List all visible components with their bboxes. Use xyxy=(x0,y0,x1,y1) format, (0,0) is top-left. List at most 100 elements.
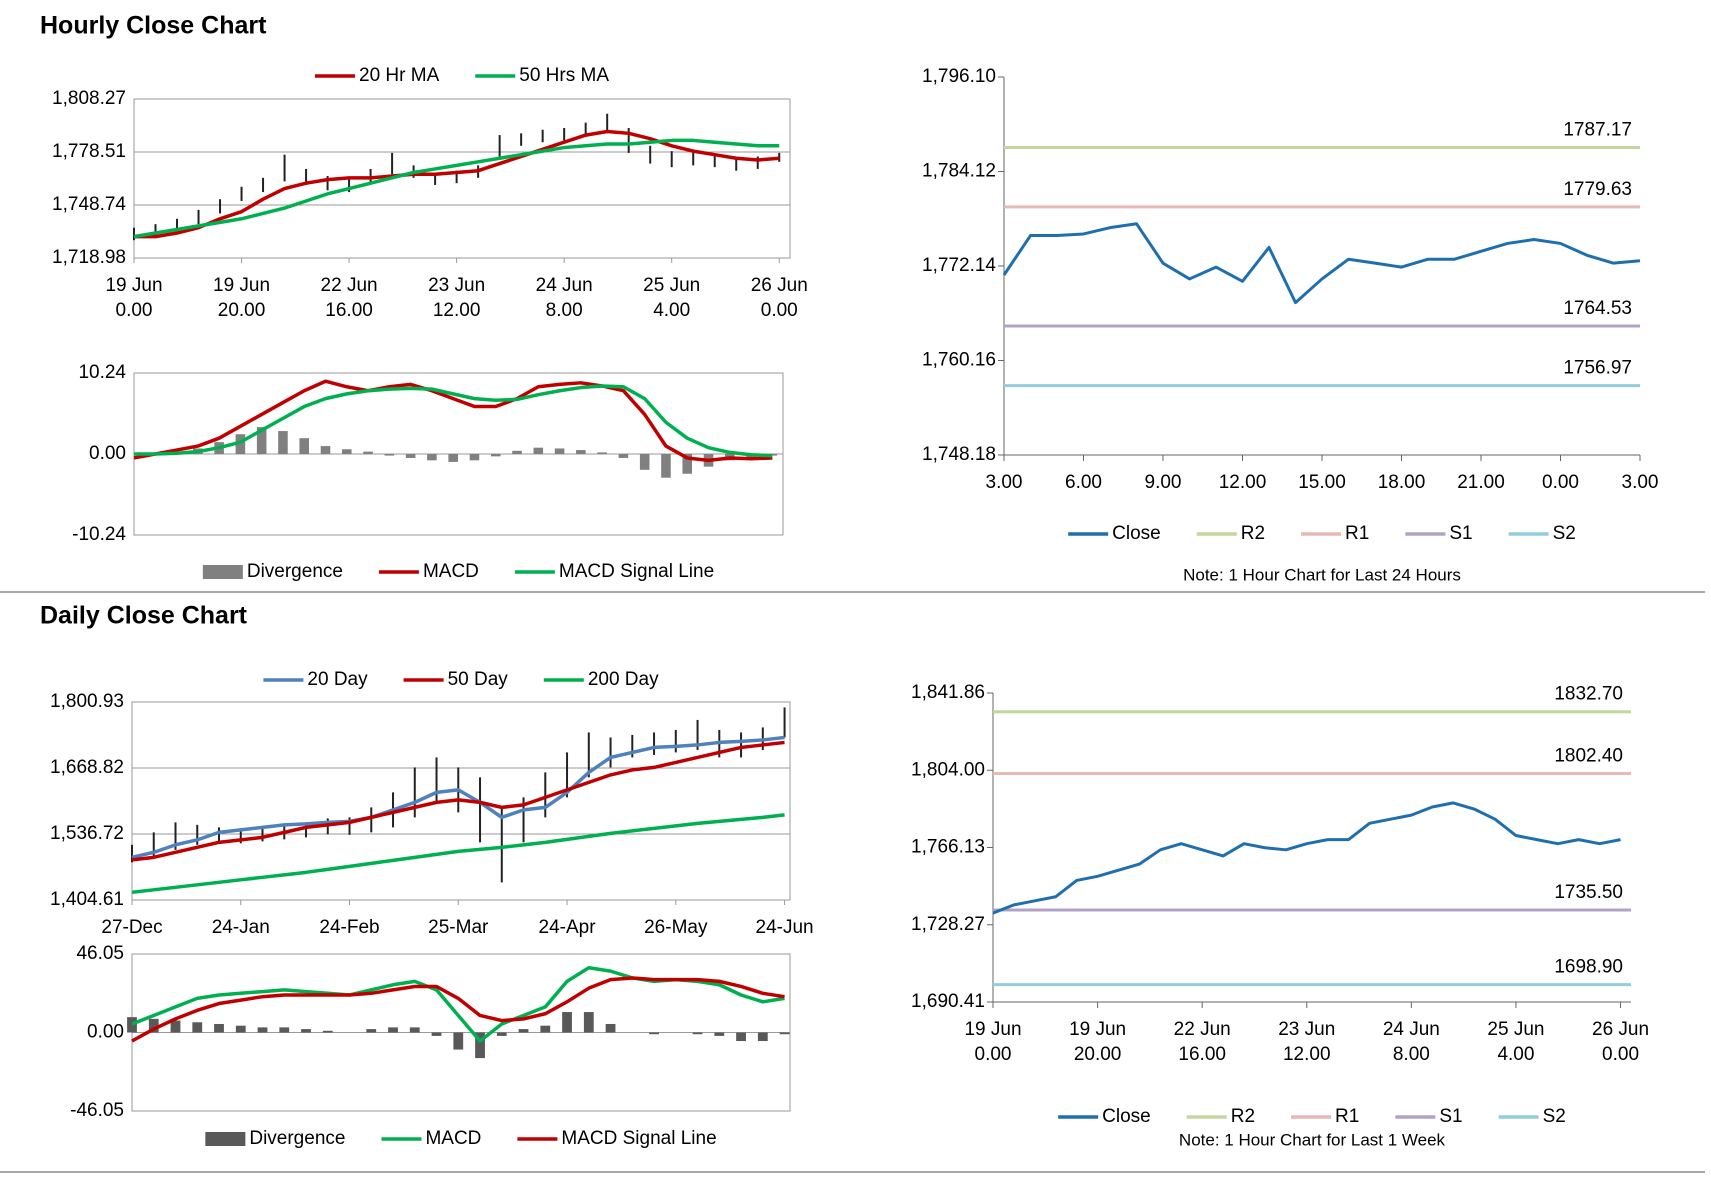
divergence-bar xyxy=(256,427,267,454)
series-line xyxy=(131,813,785,895)
divergence-bar xyxy=(714,1032,725,1036)
y-tick-label: 1,808.27 xyxy=(52,88,126,109)
series-line xyxy=(131,740,785,862)
y-tick-label: -46.05 xyxy=(70,1100,124,1121)
x-tick-label: 0.00 xyxy=(1542,472,1579,493)
divergence-bar xyxy=(649,1032,659,1035)
y-tick-label: 1,784.12 xyxy=(922,161,996,182)
legend-label: MACD Signal Line xyxy=(561,1128,716,1149)
divergence-bar xyxy=(170,1020,181,1033)
legend-label: S1 xyxy=(1449,523,1472,544)
x-tick-label: 26 Jun xyxy=(751,275,808,296)
series-line xyxy=(134,384,773,458)
legend-label: R2 xyxy=(1231,1106,1255,1127)
y-tick-label: 1,796.10 xyxy=(922,66,996,87)
series-line xyxy=(134,129,780,239)
legend-label: S2 xyxy=(1553,523,1576,544)
x-tick-label: 20.00 xyxy=(218,300,266,321)
divergence-bar xyxy=(388,1027,398,1033)
divergence-bar xyxy=(562,1012,572,1033)
x-tick-label: 19 Jun xyxy=(964,1019,1021,1040)
y-tick-label: 1,804.00 xyxy=(911,759,985,780)
divergence-bar xyxy=(453,1032,464,1050)
x-tick-label: 16.00 xyxy=(325,300,373,321)
x-tick-label: 25 Jun xyxy=(1487,1019,1544,1040)
x-tick-label: 8.00 xyxy=(546,300,583,321)
legend-label: R1 xyxy=(1345,523,1369,544)
level-label: 1802.40 xyxy=(1554,746,1623,767)
divergence-bar xyxy=(320,446,331,454)
x-tick-label: 24-Feb xyxy=(319,917,379,938)
legend-label: Close xyxy=(1102,1106,1151,1127)
x-tick-label: 0.00 xyxy=(116,300,153,321)
legend-swatch xyxy=(205,1132,246,1146)
x-tick-label: 8.00 xyxy=(1393,1044,1430,1065)
divergence-bar xyxy=(214,1023,224,1033)
x-tick-label: 9.00 xyxy=(1145,472,1182,493)
divergence-bar xyxy=(279,1027,290,1033)
divergence-bar xyxy=(431,1032,442,1036)
level-label: 1764.53 xyxy=(1563,298,1632,319)
legend-label: S2 xyxy=(1543,1106,1566,1127)
x-tick-label: 12.00 xyxy=(1219,472,1267,493)
divergence-bar xyxy=(409,1027,420,1033)
x-tick-label: 24 Jun xyxy=(536,275,593,296)
divergence-bar xyxy=(235,1025,246,1033)
x-tick-label: 24-Jan xyxy=(212,917,270,938)
divergence-bar xyxy=(363,451,373,454)
legend-label: 20 Day xyxy=(307,669,368,690)
divergence-bar xyxy=(469,454,480,461)
x-tick-label: 23 Jun xyxy=(1278,1019,1335,1040)
x-tick-label: 25 Jun xyxy=(643,275,700,296)
y-tick-label: 1,718.98 xyxy=(52,247,126,268)
note: Note: 1 Hour Chart for Last 1 Week xyxy=(1179,1130,1446,1149)
divergence-bar xyxy=(661,454,671,478)
x-tick-label: 26 Jun xyxy=(1592,1019,1649,1040)
x-tick-label: 16.00 xyxy=(1178,1044,1226,1065)
legend-label: Divergence xyxy=(249,1128,345,1149)
divergence-bar xyxy=(779,1032,790,1035)
y-tick-label: 1,690.41 xyxy=(911,991,985,1012)
x-tick-label: 18.00 xyxy=(1378,472,1426,493)
x-tick-label: 0.00 xyxy=(975,1044,1012,1065)
level-label: 1735.50 xyxy=(1554,882,1623,903)
legend-label: MACD Signal Line xyxy=(559,561,714,582)
x-tick-label: 6.00 xyxy=(1065,472,1102,493)
section-title: Hourly Close Chart xyxy=(40,12,267,40)
series-line xyxy=(131,735,785,860)
y-tick-label: 46.05 xyxy=(76,943,124,964)
series-line xyxy=(133,138,780,239)
y-tick-label: 1,772.14 xyxy=(922,255,996,276)
legend-label: MACD xyxy=(423,561,479,582)
x-tick-label: 24-Jun xyxy=(756,917,814,938)
plot-frame xyxy=(131,701,791,901)
x-tick-label: 12.00 xyxy=(1283,1044,1331,1065)
x-tick-label: 24-Apr xyxy=(539,917,597,938)
x-tick-label: 12.00 xyxy=(433,300,481,321)
divergence-bar xyxy=(475,1032,485,1059)
y-tick-label: 1,536.72 xyxy=(50,823,124,844)
y-tick-label: 1,668.82 xyxy=(50,757,124,778)
level-label: 1756.97 xyxy=(1563,358,1632,379)
x-tick-label: 0.00 xyxy=(761,300,798,321)
divergence-bar xyxy=(148,1018,159,1033)
legend-label: 200 Day xyxy=(588,669,659,690)
legend-label: 50 Day xyxy=(448,669,509,690)
level-label: 1832.70 xyxy=(1554,684,1623,705)
divergence-bar xyxy=(618,454,629,458)
legend-label: Divergence xyxy=(247,561,343,582)
level-label: 1698.90 xyxy=(1554,957,1623,978)
divergence-bar xyxy=(301,1029,311,1033)
divergence-bar xyxy=(576,450,586,454)
divergence-bar xyxy=(583,1012,594,1033)
series-line xyxy=(992,801,1621,915)
divergence-bar xyxy=(299,438,310,454)
divergence-bar xyxy=(341,449,352,454)
level-label: 1787.17 xyxy=(1563,119,1632,140)
divergence-bar xyxy=(736,1032,746,1042)
x-tick-label: 15.00 xyxy=(1298,472,1346,493)
divergence-bar xyxy=(235,434,246,454)
x-tick-label: 22 Jun xyxy=(321,275,378,296)
legend-label: MACD xyxy=(425,1128,481,1149)
